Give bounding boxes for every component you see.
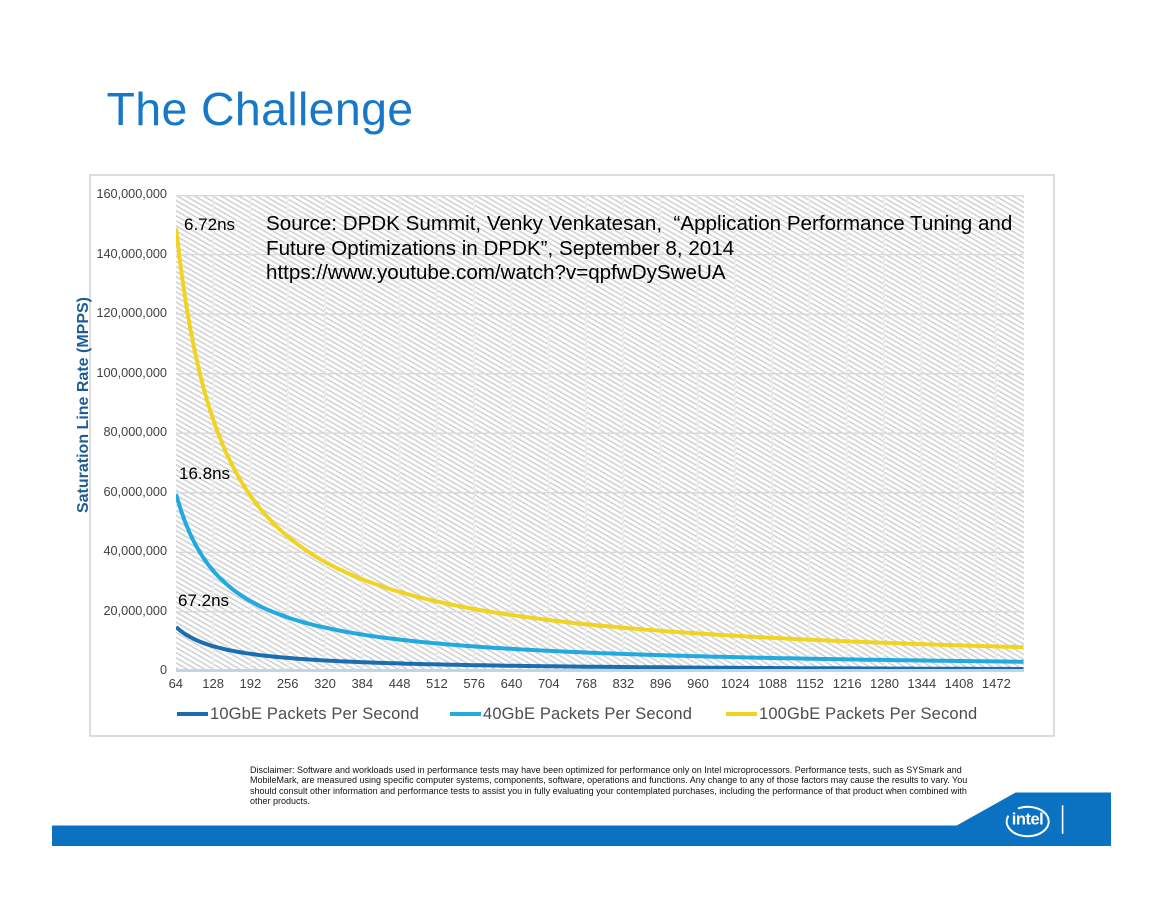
- svg-text:intel: intel: [1012, 811, 1043, 829]
